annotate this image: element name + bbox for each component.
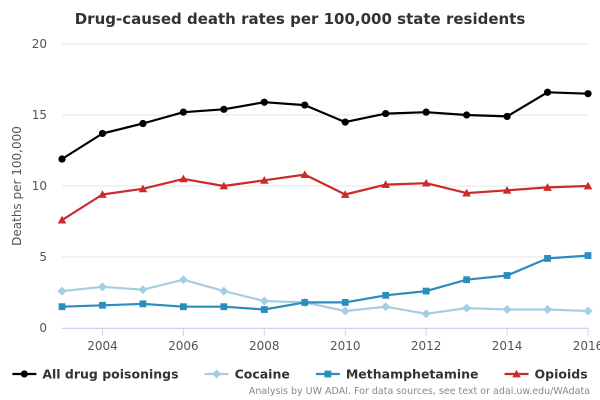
data-point-cocaine (543, 305, 553, 315)
y-tick-label: 15 (32, 108, 47, 122)
series-line-cocaine (60, 278, 590, 315)
data-point-all-drug-poisonings (179, 108, 187, 116)
x-tick-label: 2012 (411, 339, 442, 353)
data-point-methamphetamine (544, 255, 551, 262)
data-point-opioids (179, 174, 188, 183)
data-point-all-drug-poisonings (139, 119, 147, 128)
x-tick-label: 2006 (168, 339, 199, 353)
x-tick-label: 2004 (87, 339, 118, 353)
series-methamphetamine (58, 252, 592, 313)
data-point-all-drug-poisonings (260, 98, 268, 106)
data-point-opioids (543, 183, 552, 191)
data-point-opioids (138, 184, 148, 193)
data-point-methamphetamine (301, 299, 309, 306)
data-point-cocaine (421, 309, 431, 319)
series-line-opioids (60, 173, 590, 222)
data-point-methamphetamine (179, 303, 187, 311)
data-point-methamphetamine (341, 299, 349, 306)
data-point-methamphetamine (463, 276, 471, 284)
data-point-cocaine (259, 296, 269, 306)
data-point-methamphetamine (139, 300, 147, 308)
series-lines (57, 88, 593, 319)
data-point-methamphetamine (220, 303, 228, 311)
data-point-opioids (462, 188, 471, 197)
data-point-all-drug-poisonings (58, 155, 66, 163)
data-point-methamphetamine (99, 301, 106, 309)
data-point-cocaine (583, 306, 593, 316)
series-line-all-drug-poisonings (60, 91, 590, 161)
data-point-cocaine (340, 306, 350, 316)
data-point-cocaine (219, 286, 229, 296)
legend-item-methamphetamine: Methamphetamine (315, 367, 479, 382)
data-point-opioids (421, 178, 431, 187)
data-point-cocaine (381, 302, 391, 312)
series-cocaine (57, 275, 593, 319)
series-line-methamphetamine (60, 254, 590, 311)
y-tick-label: 10 (32, 179, 47, 193)
legend-item-opioids: Opioids (504, 367, 588, 382)
legend: All drug poisonings Cocaine Methamphetamin… (12, 367, 588, 382)
data-point-all-drug-poisonings (503, 112, 511, 121)
grid-lines (62, 43, 588, 329)
legend-swatch-marker (212, 369, 222, 379)
data-point-all-drug-poisonings (543, 88, 552, 96)
y-tick-label: 20 (32, 37, 47, 51)
data-point-cocaine (178, 275, 188, 285)
data-point-all-drug-poisonings (463, 111, 471, 119)
data-point-methamphetamine (503, 272, 511, 279)
legend-label: All drug poisonings (42, 367, 178, 382)
data-point-all-drug-poisonings (301, 101, 309, 109)
data-point-methamphetamine (382, 291, 390, 299)
x-tick-label: 2014 (492, 339, 523, 353)
data-point-methamphetamine (584, 252, 592, 259)
data-point-cocaine (462, 303, 472, 313)
data-point-methamphetamine (260, 306, 268, 313)
data-point-opioids (381, 180, 390, 188)
legend-swatch-marker (324, 370, 332, 378)
data-point-opioids (57, 215, 67, 224)
chart-title: Drug-caused death rates per 100,000 stat… (75, 10, 526, 28)
data-point-cocaine (138, 285, 148, 295)
legend-swatch-marker (512, 369, 521, 378)
credit-text: Analysis by UW ADAI. For data sources, s… (249, 386, 590, 397)
data-point-all-drug-poisonings (98, 129, 107, 138)
data-point-methamphetamine (422, 287, 430, 295)
data-point-all-drug-poisonings (422, 108, 430, 116)
data-point-opioids (98, 190, 107, 198)
data-point-all-drug-poisonings (341, 118, 349, 126)
data-point-opioids (300, 170, 310, 179)
x-tick-label: 2010 (330, 339, 361, 353)
data-point-opioids (502, 185, 512, 194)
legend-label: Opioids (535, 367, 588, 382)
data-point-cocaine (57, 286, 67, 296)
y-tick-label: 5 (39, 250, 47, 264)
axes: 0 5 10 15 20 2004 2006 2008 2010 2012 2014 2016 (32, 37, 600, 353)
data-point-cocaine (97, 282, 107, 292)
y-axis-label: Deaths per 100,000 (10, 126, 24, 246)
series-opioids (57, 170, 593, 224)
data-point-opioids (219, 181, 229, 190)
data-point-methamphetamine (58, 303, 66, 311)
data-point-opioids (583, 181, 593, 190)
legend-item-cocaine: Cocaine (204, 367, 290, 382)
data-point-cocaine (502, 305, 512, 315)
x-tick-label: 2008 (249, 339, 280, 353)
series-all-drug-poisonings (58, 88, 592, 163)
legend-swatch-marker (20, 370, 28, 378)
legend-item-all-drug-poisonings: All drug poisonings (12, 367, 179, 382)
legend-label: Methamphetamine (346, 367, 479, 382)
data-point-all-drug-poisonings (584, 90, 592, 98)
legend-label: Cocaine (235, 367, 290, 382)
x-tick-label: 2016 (573, 339, 600, 353)
data-point-all-drug-poisonings (382, 109, 390, 118)
data-point-opioids (260, 176, 269, 184)
data-point-all-drug-poisonings (220, 105, 228, 113)
data-point-opioids (340, 190, 350, 198)
y-tick-label: 0 (39, 321, 47, 335)
